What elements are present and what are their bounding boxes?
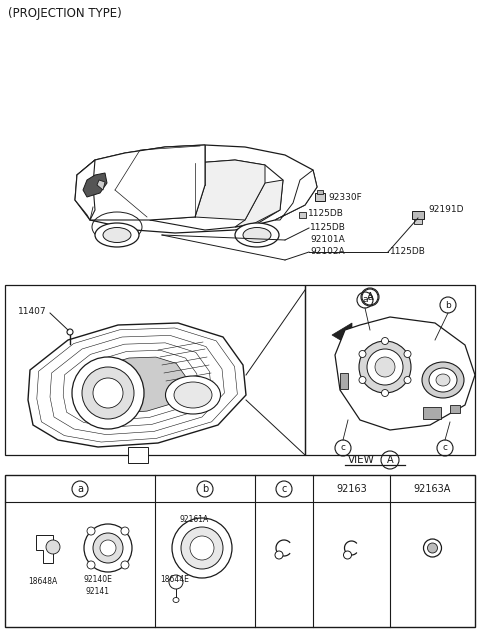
Text: A: A bbox=[387, 455, 393, 465]
Text: c: c bbox=[443, 444, 447, 452]
Polygon shape bbox=[36, 535, 53, 563]
Ellipse shape bbox=[235, 223, 279, 247]
Ellipse shape bbox=[166, 376, 220, 414]
Bar bbox=[412, 211, 424, 219]
Text: a: a bbox=[367, 293, 373, 302]
Text: (PROJECTION TYPE): (PROJECTION TYPE) bbox=[8, 8, 122, 20]
Text: 92101A: 92101A bbox=[310, 235, 345, 244]
Polygon shape bbox=[77, 145, 205, 220]
Ellipse shape bbox=[173, 598, 179, 603]
Circle shape bbox=[382, 389, 388, 396]
Polygon shape bbox=[88, 357, 187, 413]
Circle shape bbox=[46, 540, 60, 554]
Text: 92163A: 92163A bbox=[414, 484, 451, 494]
Circle shape bbox=[172, 518, 232, 578]
Text: b: b bbox=[445, 300, 451, 309]
Circle shape bbox=[93, 378, 123, 408]
Polygon shape bbox=[28, 323, 246, 447]
Polygon shape bbox=[83, 173, 107, 197]
Ellipse shape bbox=[103, 228, 131, 242]
Text: 92140E: 92140E bbox=[83, 575, 112, 584]
Bar bbox=[299, 212, 306, 218]
Ellipse shape bbox=[243, 228, 271, 242]
Bar bbox=[315, 193, 325, 201]
Bar bbox=[450, 405, 460, 413]
Circle shape bbox=[169, 575, 183, 589]
Circle shape bbox=[428, 543, 437, 553]
Bar bbox=[423, 407, 441, 419]
Text: a: a bbox=[362, 295, 368, 305]
Text: c: c bbox=[340, 444, 346, 452]
Text: 11407: 11407 bbox=[18, 307, 47, 317]
Polygon shape bbox=[235, 180, 283, 227]
Text: b: b bbox=[202, 484, 208, 494]
Bar bbox=[5, 475, 475, 627]
Ellipse shape bbox=[174, 382, 212, 408]
Circle shape bbox=[404, 377, 411, 384]
Text: 18644E: 18644E bbox=[160, 575, 189, 584]
Ellipse shape bbox=[422, 362, 464, 398]
Text: 92102A: 92102A bbox=[310, 247, 345, 256]
Text: c: c bbox=[281, 484, 287, 494]
Circle shape bbox=[87, 527, 95, 535]
Circle shape bbox=[404, 350, 411, 358]
Polygon shape bbox=[335, 317, 475, 430]
Circle shape bbox=[275, 551, 283, 559]
Bar bbox=[5, 285, 305, 455]
Circle shape bbox=[121, 561, 129, 569]
Circle shape bbox=[100, 540, 116, 556]
Text: 1125DB: 1125DB bbox=[390, 247, 426, 256]
Text: a: a bbox=[77, 484, 83, 494]
Circle shape bbox=[181, 527, 223, 569]
Circle shape bbox=[423, 539, 442, 557]
Circle shape bbox=[87, 561, 95, 569]
Polygon shape bbox=[75, 145, 317, 233]
Text: A: A bbox=[367, 292, 373, 302]
Circle shape bbox=[375, 357, 395, 377]
Text: 92330F: 92330F bbox=[328, 192, 362, 201]
Circle shape bbox=[359, 350, 366, 358]
Circle shape bbox=[72, 357, 144, 429]
Text: 1125DB: 1125DB bbox=[310, 223, 346, 232]
Circle shape bbox=[344, 551, 351, 559]
Polygon shape bbox=[275, 170, 317, 220]
Bar bbox=[317, 190, 323, 194]
Circle shape bbox=[84, 524, 132, 572]
Text: 92161A: 92161A bbox=[179, 514, 208, 524]
Circle shape bbox=[190, 536, 214, 560]
Polygon shape bbox=[332, 323, 352, 347]
Circle shape bbox=[382, 338, 388, 345]
Polygon shape bbox=[145, 163, 205, 220]
Ellipse shape bbox=[429, 368, 457, 392]
Bar bbox=[305, 285, 475, 455]
Text: VIEW: VIEW bbox=[348, 455, 375, 465]
Polygon shape bbox=[97, 180, 105, 190]
Polygon shape bbox=[195, 160, 265, 220]
Bar bbox=[414, 219, 422, 224]
Circle shape bbox=[359, 341, 411, 393]
Text: 92163: 92163 bbox=[336, 484, 367, 494]
Circle shape bbox=[67, 329, 73, 335]
Polygon shape bbox=[75, 160, 95, 220]
Circle shape bbox=[121, 527, 129, 535]
Circle shape bbox=[367, 349, 403, 385]
Ellipse shape bbox=[95, 223, 139, 247]
Text: 1125DB: 1125DB bbox=[308, 208, 344, 218]
Text: 92141: 92141 bbox=[86, 586, 110, 596]
Circle shape bbox=[82, 367, 134, 419]
Polygon shape bbox=[128, 447, 148, 463]
Bar bbox=[340, 373, 348, 389]
Circle shape bbox=[359, 377, 366, 384]
Text: 18648A: 18648A bbox=[28, 577, 57, 586]
Circle shape bbox=[93, 533, 123, 563]
Ellipse shape bbox=[436, 374, 450, 386]
Polygon shape bbox=[145, 160, 283, 230]
Text: 92191D: 92191D bbox=[428, 206, 464, 215]
